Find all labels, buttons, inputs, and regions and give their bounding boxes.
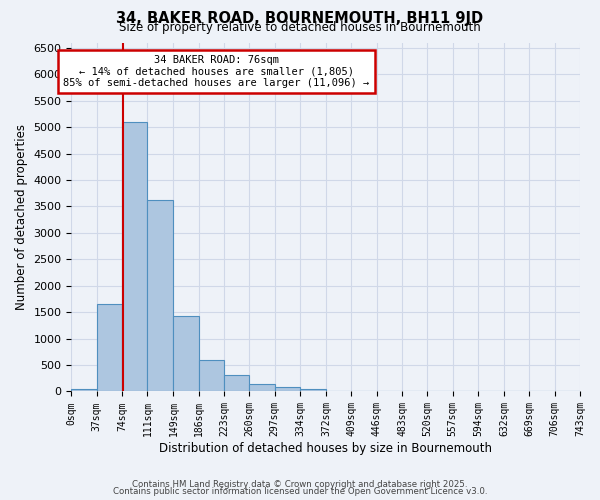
Bar [275, 386, 300, 392]
Text: Contains HM Land Registry data © Crown copyright and database right 2025.: Contains HM Land Registry data © Crown c… [132, 480, 468, 489]
Bar [71, 389, 97, 392]
Text: Size of property relative to detached houses in Bournemouth: Size of property relative to detached ho… [119, 22, 481, 35]
Bar [173, 316, 199, 392]
Y-axis label: Number of detached properties: Number of detached properties [15, 124, 28, 310]
Bar [199, 360, 224, 392]
Bar [97, 304, 122, 392]
Bar [148, 200, 173, 392]
Bar [122, 122, 148, 392]
X-axis label: Distribution of detached houses by size in Bournemouth: Distribution of detached houses by size … [159, 442, 492, 455]
Bar [300, 390, 326, 392]
Text: Contains public sector information licensed under the Open Government Licence v3: Contains public sector information licen… [113, 487, 487, 496]
Text: 34, BAKER ROAD, BOURNEMOUTH, BH11 9JD: 34, BAKER ROAD, BOURNEMOUTH, BH11 9JD [116, 11, 484, 26]
Text: 34 BAKER ROAD: 76sqm
← 14% of detached houses are smaller (1,805)
85% of semi-de: 34 BAKER ROAD: 76sqm ← 14% of detached h… [63, 54, 370, 88]
Bar [224, 375, 250, 392]
Bar [250, 384, 275, 392]
